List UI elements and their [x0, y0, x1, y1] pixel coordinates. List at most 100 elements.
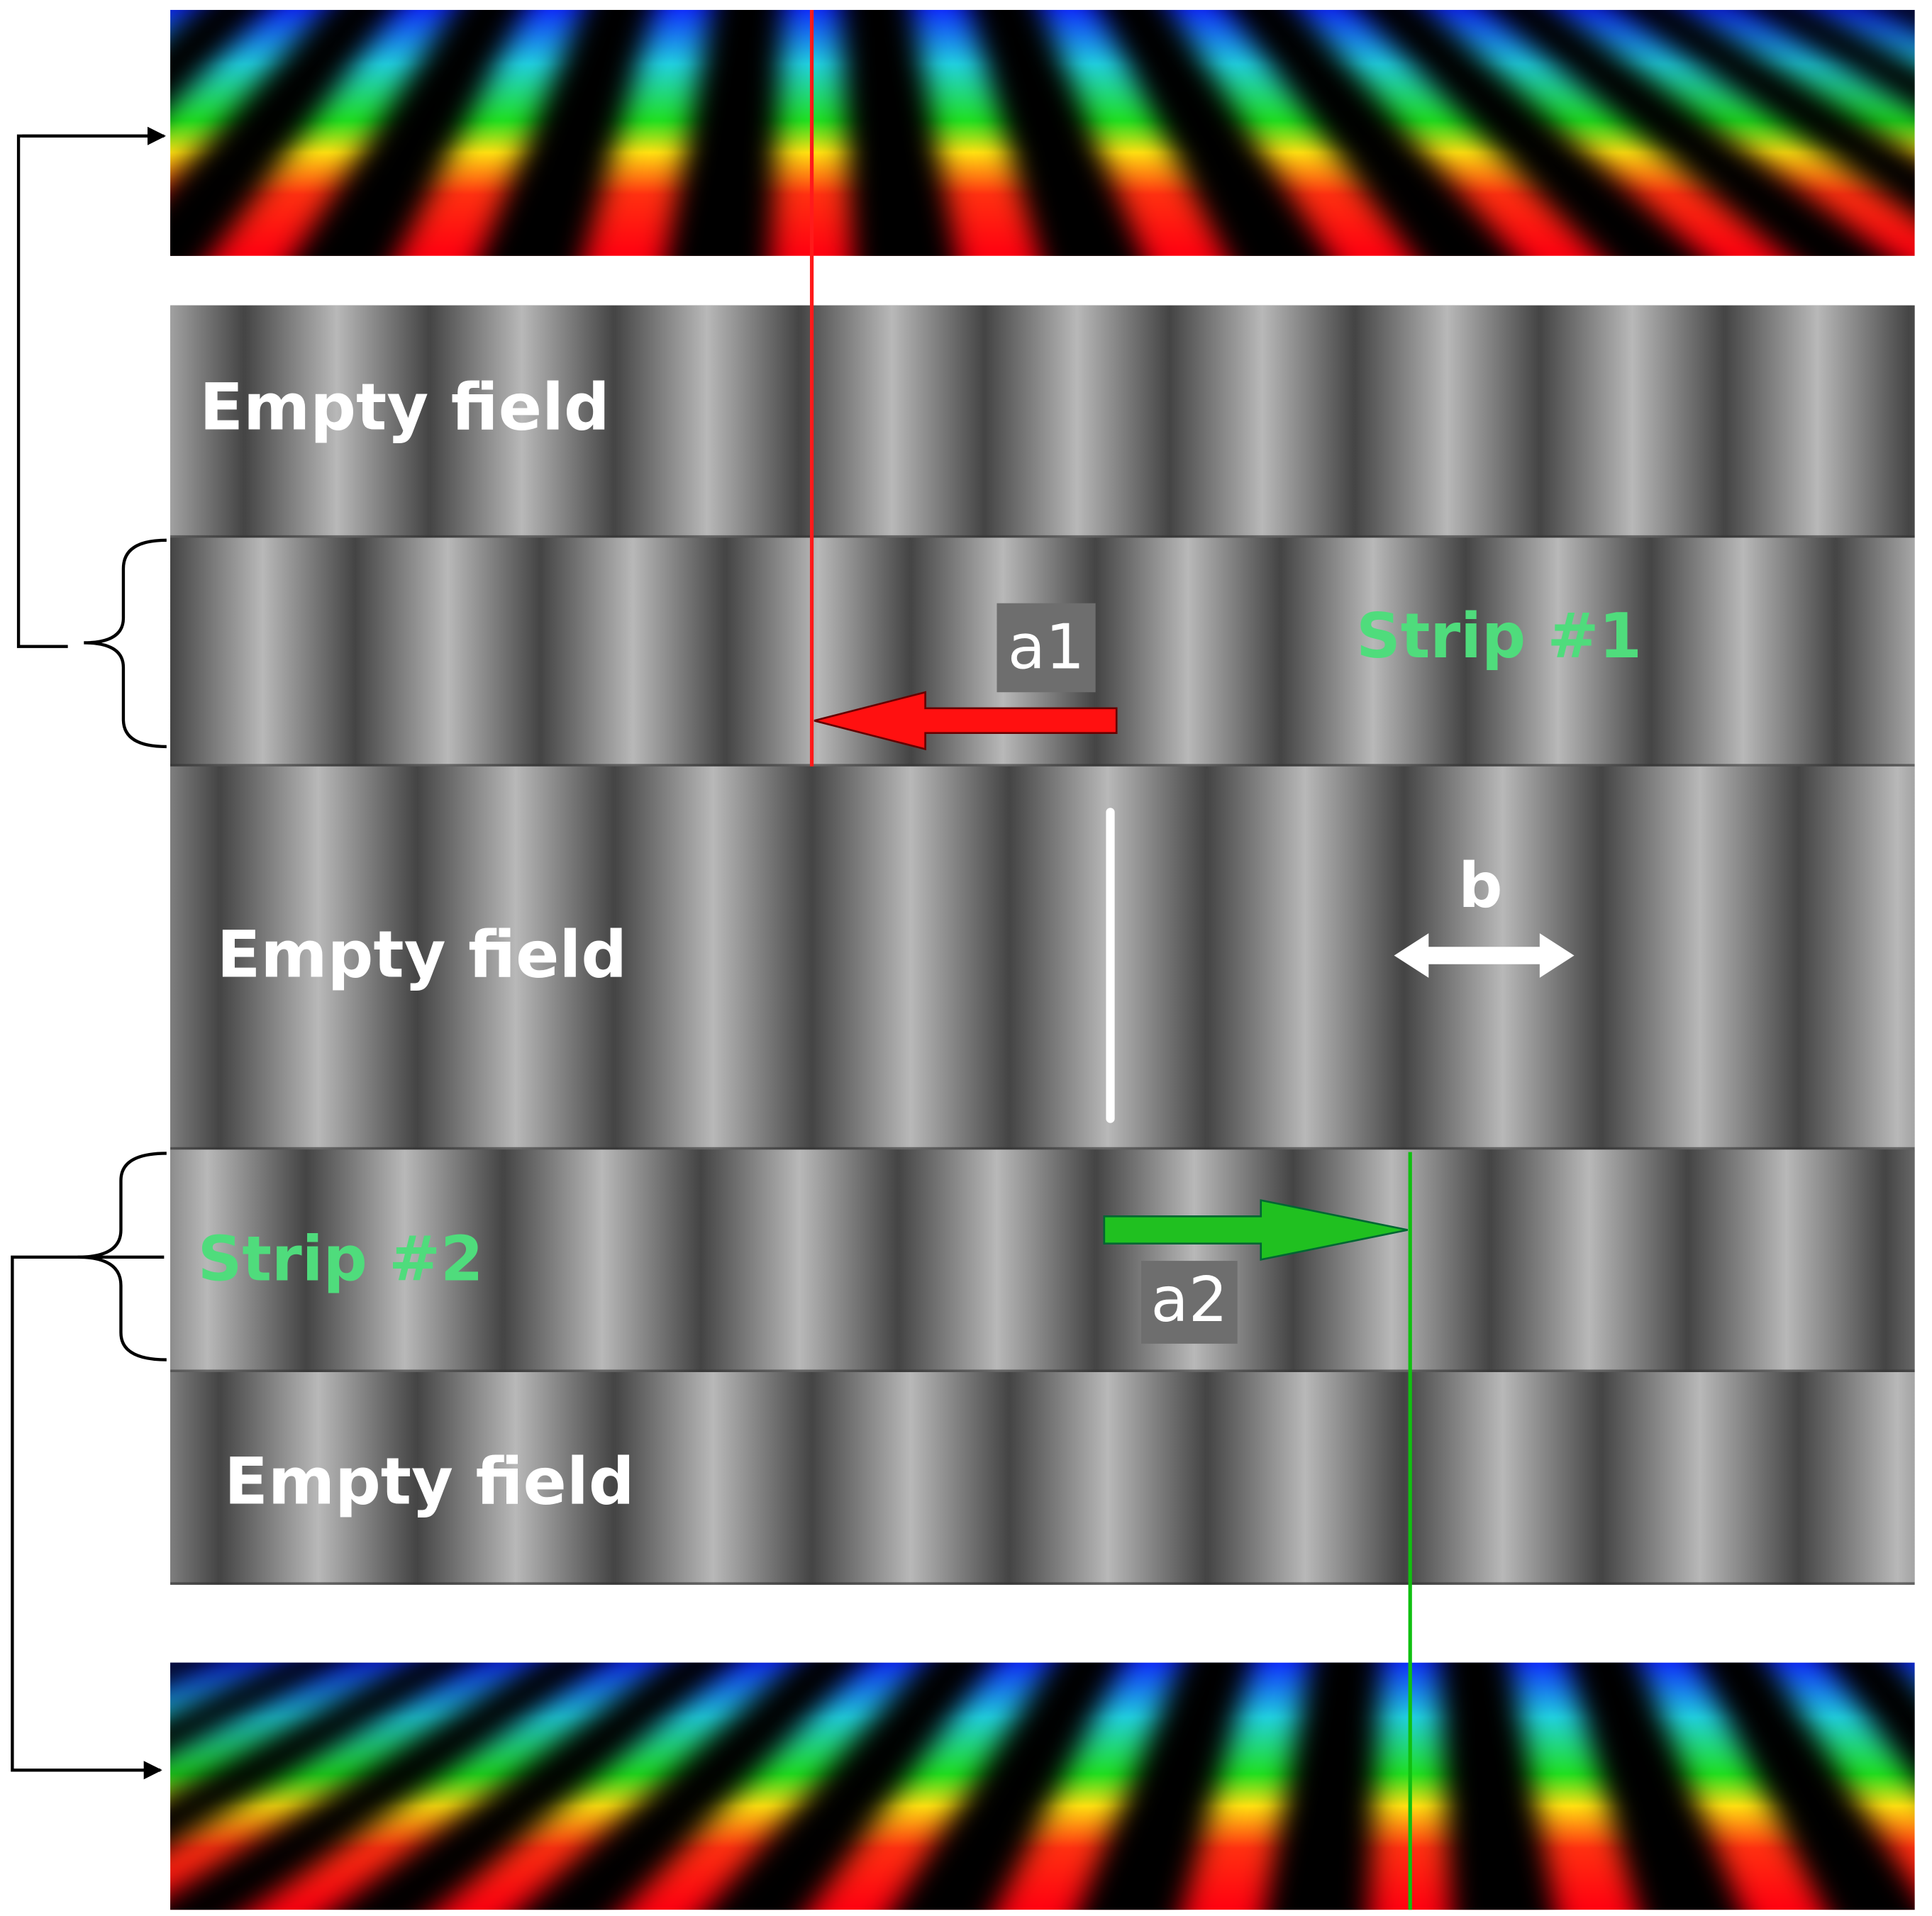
gray-fringe — [1909, 305, 1915, 538]
gray-fringe — [503, 1149, 701, 1372]
b-label: b — [1458, 850, 1502, 922]
dark-fringe — [1875, 9, 1915, 30]
gray-fringe — [429, 305, 615, 538]
dark-fringe — [970, 9, 1144, 256]
gray-fringe — [614, 766, 812, 1150]
dark-fringe — [1078, 1662, 1253, 1910]
dark-fringe — [1438, 1662, 1556, 1910]
strip-label: Strip #2 — [198, 1222, 484, 1295]
dark-fringe — [170, 1662, 476, 1847]
b-arrow — [1394, 933, 1575, 978]
gray-fringe — [355, 538, 540, 767]
gray-fringe — [219, 766, 417, 1150]
dark-fringe — [1358, 9, 1703, 256]
gray-fringe — [244, 305, 430, 538]
gray-fringe — [1884, 1149, 1915, 1372]
gray-fringe — [811, 1371, 1009, 1585]
gray-fringe — [170, 1149, 306, 1372]
a2-label: a2 — [1151, 1264, 1228, 1336]
gray-fringe — [219, 1371, 417, 1585]
gray-fringe — [984, 305, 1170, 538]
dark-fringe — [892, 1662, 1123, 1910]
gray-fringe — [306, 1149, 504, 1372]
connector — [11, 1255, 165, 1780]
dark-fringe — [519, 1662, 865, 1910]
a1-label: a1 — [1008, 611, 1085, 684]
region-label: Empty field — [199, 370, 610, 445]
gray-fringe — [811, 766, 1009, 1150]
dark-fringe — [1228, 9, 1516, 256]
gray-fringe — [1724, 305, 1910, 538]
gray-fringe — [1465, 538, 1651, 767]
gray-fringe — [0, 538, 170, 766]
dark-fringe — [479, 9, 654, 256]
dark-fringe — [840, 9, 957, 256]
strip-label: Strip #1 — [1356, 600, 1642, 672]
gray-fringe — [1354, 305, 1540, 538]
dark-fringe — [666, 9, 784, 256]
green-arrow — [1103, 1199, 1408, 1261]
gray-fringe — [1095, 538, 1281, 767]
dark-fringe — [1697, 1662, 1915, 1910]
gray-fringe — [1836, 538, 1915, 767]
gray-fringe — [1687, 1149, 1885, 1372]
gray-fringe — [1280, 538, 1466, 767]
dark-fringe — [170, 9, 266, 108]
gray-fringe — [799, 305, 985, 538]
dark-fringe — [1487, 9, 1889, 256]
dark-fringe — [1920, 1625, 1932, 1916]
gray-fringe — [1650, 538, 1836, 767]
dark-fringe — [1099, 9, 1330, 256]
gray-fringe — [170, 1371, 220, 1585]
dark-fringe — [1265, 1662, 1382, 1910]
dark-fringe — [170, 1662, 606, 1910]
dark-fringe — [294, 9, 525, 256]
red-arrow — [814, 691, 1118, 751]
gray-fringe — [1539, 305, 1725, 538]
dark-fringe — [170, 9, 395, 256]
dark-fringe — [1826, 1662, 1915, 1781]
gray-fringe — [416, 1371, 615, 1585]
gray-fringe — [701, 1149, 899, 1372]
dark-fringe — [1616, 9, 1915, 217]
dark-fringes — [0, 0, 1932, 293]
dark-fringes — [170, 1625, 1932, 1916]
gray-fringe — [1206, 766, 1404, 1150]
gray-fringe — [614, 1371, 812, 1585]
gray-fringe — [1490, 1149, 1688, 1372]
region-label: Empty field — [217, 918, 628, 993]
dark-fringe — [705, 1662, 994, 1910]
gray-fringe — [1009, 1371, 1207, 1585]
gray-fringe — [1799, 1371, 1915, 1585]
gray-fringe — [614, 305, 800, 538]
dark-fringe — [0, 0, 181, 293]
gray-fringe — [1292, 1149, 1491, 1372]
gray-fringe — [170, 538, 355, 767]
gray-fringe — [170, 766, 220, 1150]
gray-fringe — [1799, 766, 1915, 1150]
gray-fringe — [1601, 766, 1799, 1150]
gray-fringe — [1404, 1371, 1601, 1585]
label-box — [1141, 1261, 1238, 1344]
dark-fringe — [333, 1662, 735, 1910]
gray-fringe — [1170, 305, 1355, 538]
gray-fringe — [416, 766, 615, 1150]
gray-fringe — [540, 538, 726, 767]
color-interferogram — [170, 1625, 1932, 1916]
color-interferogram — [0, 0, 1932, 293]
region-label: Empty field — [224, 1444, 635, 1519]
gray-fringe — [898, 1149, 1096, 1372]
gray-fringe — [1601, 1371, 1799, 1585]
connector — [16, 134, 161, 648]
gray-interferogram — [0, 305, 1915, 1585]
gray-fringe — [170, 305, 245, 538]
brace — [84, 538, 167, 749]
dark-fringe — [1567, 1662, 1742, 1910]
label-box — [996, 603, 1096, 693]
brace — [77, 1152, 167, 1361]
gray-fringe — [1206, 1371, 1404, 1585]
dark-fringe — [1926, 0, 1932, 293]
